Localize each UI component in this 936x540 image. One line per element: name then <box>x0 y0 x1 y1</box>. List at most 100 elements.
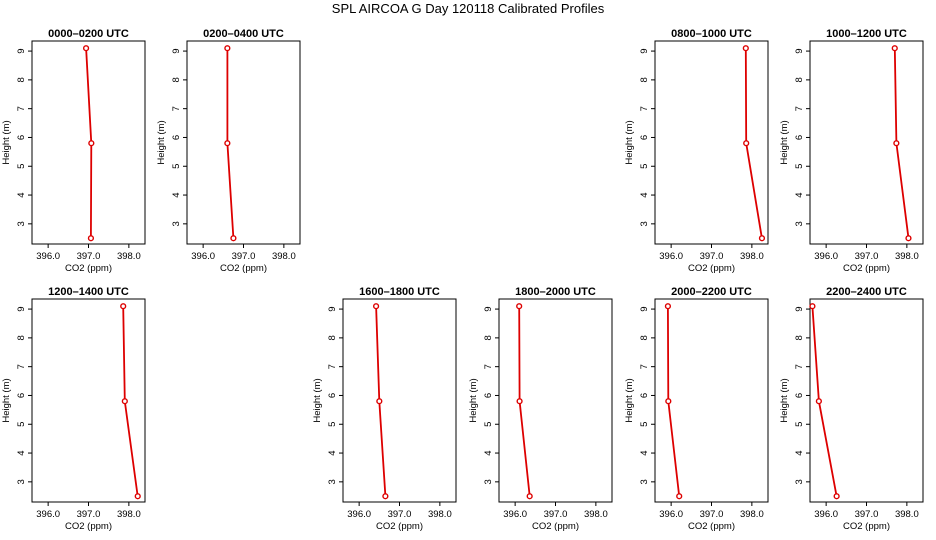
profile-panel: 0000–0200 UTC 396.0 397.0 398.0 CO2 (ppm) 3 4 5… <box>1 28 146 274</box>
y-tick-label: 5 <box>16 164 27 169</box>
x-tick-label: 397.0 <box>700 509 724 520</box>
y-tick-label: 6 <box>327 393 338 398</box>
y-tick-label: 4 <box>483 450 494 455</box>
x-tick-label: 396.0 <box>36 509 60 520</box>
data-point <box>224 45 231 52</box>
x-axis-label: CO2 (ppm) <box>688 263 735 274</box>
data-point <box>382 493 389 500</box>
x-tick-label: 396.0 <box>36 251 60 262</box>
y-tick-label: 6 <box>639 393 650 398</box>
y-tick-label: 3 <box>483 479 494 484</box>
y-tick-label: 5 <box>794 164 805 169</box>
y-tick-label: 3 <box>794 479 805 484</box>
x-tick-label: 397.0 <box>232 251 256 262</box>
y-axis-label: Height (m) <box>779 120 790 164</box>
y-tick-label: 8 <box>16 335 27 340</box>
x-tick-label: 396.0 <box>191 251 215 262</box>
panels-group: 0000–0200 UTC 396.0 397.0 398.0 CO2 (ppm) 3 4 5… <box>1 28 924 532</box>
y-tick-label: 7 <box>16 364 27 369</box>
y-tick-label: 9 <box>639 48 650 53</box>
profile-panel: 1800–2000 UTC 396.0 397.0 398.0 CO2 (ppm) 3 4 5… <box>468 286 613 532</box>
data-point <box>742 45 749 52</box>
x-tick-label: 397.0 <box>77 251 101 262</box>
x-tick-label: 398.0 <box>117 509 141 520</box>
y-tick-label: 4 <box>171 192 182 197</box>
y-axis-label: Height (m) <box>1 378 12 422</box>
plot-frame <box>654 298 769 503</box>
y-axis-label: Height (m) <box>468 378 479 422</box>
y-tick-label: 4 <box>327 450 338 455</box>
y-tick-label: 4 <box>16 450 27 455</box>
panel-title: 1600–1800 UTC <box>359 286 440 298</box>
data-point <box>665 398 672 405</box>
y-tick-label: 8 <box>794 335 805 340</box>
panel-title: 1200–1400 UTC <box>48 286 129 298</box>
x-tick-label: 398.0 <box>272 251 296 262</box>
y-tick-label: 4 <box>639 192 650 197</box>
x-tick-label: 398.0 <box>584 509 608 520</box>
x-tick-label: 398.0 <box>428 509 452 520</box>
y-tick-label: 5 <box>639 422 650 427</box>
y-tick-label: 6 <box>16 135 27 140</box>
data-point <box>88 140 95 147</box>
x-tick-label: 398.0 <box>895 509 919 520</box>
y-tick-label: 4 <box>639 450 650 455</box>
panel-title: 0800–1000 UTC <box>671 28 752 40</box>
panel-title: 1000–1200 UTC <box>826 28 907 40</box>
y-tick-label: 3 <box>639 221 650 226</box>
y-tick-label: 3 <box>16 221 27 226</box>
data-point <box>905 235 912 242</box>
x-tick-label: 397.0 <box>388 509 412 520</box>
x-axis-label: CO2 (ppm) <box>65 263 112 274</box>
y-tick-label: 3 <box>327 479 338 484</box>
y-tick-label: 5 <box>327 422 338 427</box>
x-tick-label: 398.0 <box>740 251 764 262</box>
y-axis-label: Height (m) <box>156 120 167 164</box>
y-tick-label: 8 <box>327 335 338 340</box>
panel-title: 1800–2000 UTC <box>515 286 596 298</box>
x-tick-label: 397.0 <box>544 509 568 520</box>
y-tick-label: 7 <box>171 106 182 111</box>
x-tick-label: 396.0 <box>659 251 683 262</box>
x-axis-label: CO2 (ppm) <box>532 521 579 532</box>
y-tick-label: 7 <box>16 106 27 111</box>
x-tick-label: 396.0 <box>347 509 371 520</box>
y-tick-label: 9 <box>639 306 650 311</box>
plot-frame <box>809 298 924 503</box>
y-tick-label: 5 <box>483 422 494 427</box>
x-tick-label: 398.0 <box>895 251 919 262</box>
y-axis-label: Height (m) <box>779 378 790 422</box>
y-tick-label: 7 <box>639 364 650 369</box>
data-point <box>664 303 672 310</box>
y-tick-label: 7 <box>327 364 338 369</box>
y-tick-label: 6 <box>794 135 805 140</box>
y-tick-label: 6 <box>794 393 805 398</box>
y-tick-label: 7 <box>794 364 805 369</box>
y-tick-label: 6 <box>639 135 650 140</box>
data-point <box>833 493 840 500</box>
y-tick-label: 9 <box>171 48 182 53</box>
y-axis-label: Height (m) <box>624 120 635 164</box>
y-tick-label: 4 <box>794 450 805 455</box>
data-point <box>758 235 766 242</box>
y-tick-label: 9 <box>16 48 27 53</box>
x-axis-label: CO2 (ppm) <box>65 521 112 532</box>
y-tick-label: 5 <box>171 164 182 169</box>
panel-title: 2000–2200 UTC <box>671 286 752 298</box>
profile-panel: 2200–2400 UTC 396.0 397.0 398.0 CO2 (ppm) 3 4 5… <box>779 286 924 532</box>
data-point <box>809 303 816 310</box>
x-axis-label: CO2 (ppm) <box>376 521 423 532</box>
y-tick-label: 4 <box>794 192 805 197</box>
data-point <box>376 398 383 405</box>
data-point <box>516 398 523 405</box>
data-point <box>134 493 141 500</box>
x-tick-label: 397.0 <box>77 509 101 520</box>
plot-frame <box>186 40 301 245</box>
y-tick-label: 8 <box>171 77 182 82</box>
plot-frame <box>31 298 146 503</box>
panel-title: 2200–2400 UTC <box>826 286 907 298</box>
profile-panel: 0800–1000 UTC 396.0 397.0 398.0 CO2 (ppm) 3 4 5… <box>624 28 769 274</box>
y-tick-label: 3 <box>16 479 27 484</box>
y-tick-label: 3 <box>171 221 182 226</box>
data-point <box>224 140 231 147</box>
